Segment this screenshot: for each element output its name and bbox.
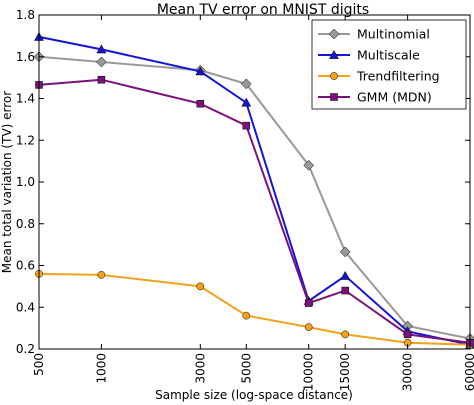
data-point [195,66,206,76]
y-axis-label: Mean total variation (TV) error [0,91,14,273]
data-point [339,246,351,258]
x-tick-label: 1000 [94,353,108,384]
data-point [196,99,205,108]
data-point [403,330,412,339]
y-tick-label: 0.2 [16,342,35,356]
legend-marker [328,28,340,40]
y-tick-label: 1.0 [16,175,35,189]
y-tick-label: 1.6 [16,50,35,64]
data-point [96,44,107,54]
legend-item: GMM (MDN) [318,90,432,105]
series-line [38,272,471,346]
series-line [38,78,471,344]
data-point [242,121,251,130]
legend-marker [330,72,338,80]
data-point [240,78,252,90]
x-tick-label: 5000 [239,353,253,384]
legend: Multinomial Multiscale Trendfiltering GMM (… [311,19,467,110]
y-tick-label: 0.8 [16,217,35,231]
data-point [303,159,315,171]
data-point [96,56,107,68]
series-gmm-mdn [35,75,474,347]
y-tick-label: 0.6 [16,259,35,273]
y-axis: 0.2 0.4 0.6 0.8 1.0 1.2 1.4 1.6 1.8 [16,8,470,356]
x-tick-label: 10000 [302,353,316,391]
data-point [304,323,313,331]
data-point [97,75,106,84]
data-point [242,311,251,320]
x-tick-label: 500 [32,353,46,376]
legend-item: Trendfiltering [318,69,440,84]
x-tick-label: 15000 [338,353,352,391]
x-tick-label: 3000 [193,353,207,384]
data-point [304,299,313,307]
data-point [341,330,350,339]
x-axis: 500 1000 3000 5000 10000 15000 30000 60000 [32,15,474,391]
x-axis-label: Sample size (log-space distance) [155,388,353,402]
x-tick-label: 60000 [463,353,474,391]
series-line [38,35,471,346]
legend-item: Multiscale [318,48,420,63]
legend-marker [329,49,339,59]
data-point [241,97,252,107]
legend-label: Trendfiltering [356,69,440,84]
chart-title: Mean TV error on MNIST digits [157,2,369,18]
x-tick-label: 30000 [401,353,415,391]
y-tick-label: 0.4 [16,300,35,314]
legend-label: GMM (MDN) [357,90,432,105]
legend-marker [330,93,338,101]
data-point [196,282,205,291]
data-point [341,286,349,295]
legend-label: Multiscale [357,48,420,63]
y-tick-label: 1.4 [16,92,35,106]
legend-item: Multinomial [318,27,430,42]
series-multinomial [33,51,474,344]
data-point [97,271,106,279]
y-tick-label: 1.8 [16,8,35,22]
y-tick-label: 1.2 [16,133,35,147]
data-point [340,270,351,280]
legend-label: Multinomial [357,27,430,42]
series-line [38,55,471,340]
